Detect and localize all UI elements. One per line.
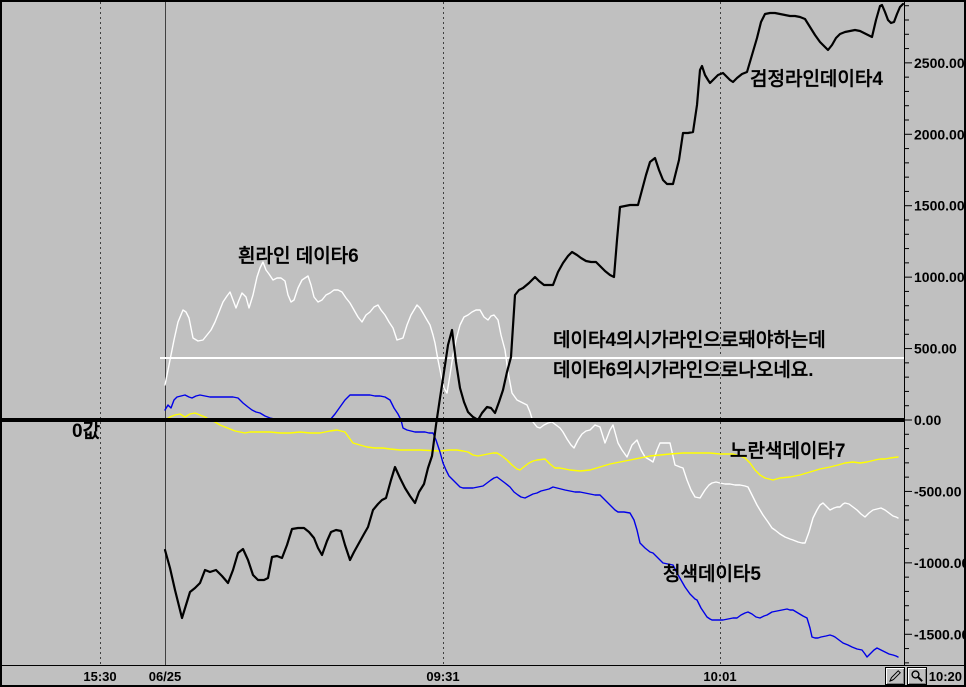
x-axis-label-15:30: 15:30 xyxy=(83,669,117,684)
blue-line-label: 청색데이타5 xyxy=(663,564,761,585)
note-line-1: 데이타4의시가라인으로돼야하는데 xyxy=(553,330,826,351)
x-axis-label-10:01: 10:01 xyxy=(703,669,737,684)
magnifier-icon xyxy=(911,670,923,682)
x-axis-label-09:31: 09:31 xyxy=(426,669,460,684)
series-line-데이타7 xyxy=(164,412,899,481)
black-line-label: 검정라인데이타4 xyxy=(750,69,883,90)
draw-tool-button[interactable] xyxy=(885,667,905,685)
y-axis-label: -500.00 xyxy=(914,483,962,499)
series-line-데이타6 xyxy=(164,261,899,544)
pencil-icon xyxy=(889,670,901,682)
white-line-label: 흰라인 데이타6 xyxy=(238,246,359,267)
zoom-tool-button[interactable] xyxy=(907,667,927,685)
note-line-2: 데이타6의시가라인으로나오네요. xyxy=(553,360,814,381)
y-axis-label: -1500.00 xyxy=(914,626,966,642)
series-line-데이타5 xyxy=(164,394,899,658)
y-axis-label: 1000.00 xyxy=(914,269,965,285)
current-time-label: 10:20 xyxy=(928,669,962,684)
series-line-데이타4 xyxy=(163,2,905,620)
y-axis-label: 2000.00 xyxy=(914,126,965,142)
y-axis-label: -1000.00 xyxy=(914,555,966,571)
y-axis-label: 2500.00 xyxy=(914,55,965,71)
yellow-line-label: 노란색데이타7 xyxy=(730,441,846,462)
x-axis-label-06/25: 06/25 xyxy=(148,669,182,684)
y-axis-label: 1500.00 xyxy=(914,198,965,214)
y-axis-label: 500.00 xyxy=(914,341,957,357)
y-axis-label: 0.00 xyxy=(914,412,941,428)
zero-value-label: 0값 xyxy=(72,421,101,442)
